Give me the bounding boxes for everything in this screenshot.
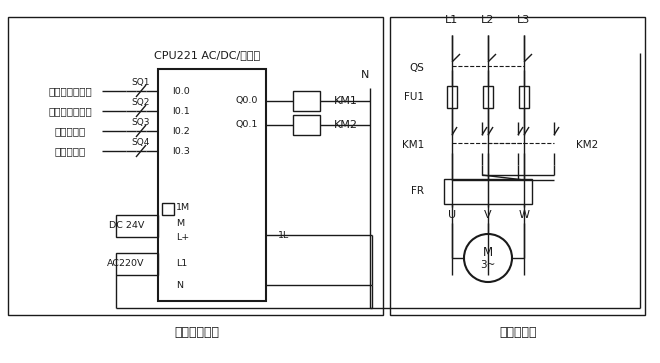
Text: KM1: KM1 (334, 96, 358, 106)
Bar (390, 17, 645, 315)
Text: N: N (176, 281, 183, 290)
Text: 出门传感器开关: 出门传感器开关 (48, 106, 92, 116)
Text: KM1: KM1 (402, 140, 424, 150)
Text: Q0.1: Q0.1 (236, 121, 258, 130)
Bar (162, 203, 174, 215)
Bar (116, 215, 158, 237)
Text: 上限位开关: 上限位开关 (54, 146, 86, 156)
Bar (447, 86, 457, 108)
Text: 控制电路部分: 控制电路部分 (174, 326, 220, 339)
Text: L3: L3 (517, 15, 531, 25)
Text: AC220V: AC220V (106, 258, 144, 268)
Text: V: V (484, 210, 492, 220)
Text: KM2: KM2 (334, 120, 358, 130)
Text: QS: QS (409, 63, 424, 73)
Bar (158, 69, 266, 301)
Bar (519, 86, 529, 108)
Text: I0.1: I0.1 (172, 106, 190, 115)
Text: M: M (176, 219, 184, 228)
Text: Q0.0: Q0.0 (236, 97, 258, 106)
Text: N: N (361, 70, 369, 80)
Text: I0.2: I0.2 (172, 126, 190, 135)
Text: U: U (448, 210, 456, 220)
Text: SQ1: SQ1 (132, 77, 150, 86)
Text: FU1: FU1 (404, 92, 424, 102)
Text: 3~: 3~ (480, 260, 496, 270)
Text: SQ2: SQ2 (132, 98, 150, 106)
Text: KM2: KM2 (576, 140, 598, 150)
Text: I0.3: I0.3 (172, 147, 190, 155)
Text: SQ3: SQ3 (132, 118, 150, 126)
Text: 下限位开关: 下限位开关 (54, 126, 86, 136)
Text: L1: L1 (446, 15, 459, 25)
Bar (116, 253, 158, 275)
Text: 1M: 1M (176, 204, 190, 212)
Bar (444, 179, 532, 204)
Text: L1: L1 (176, 258, 187, 268)
Text: 入门传感器开关: 入门传感器开关 (48, 86, 92, 96)
Bar (483, 86, 493, 108)
Bar (293, 91, 320, 111)
Text: CPU221 AC/DC/继电器: CPU221 AC/DC/继电器 (154, 50, 260, 60)
Text: FR: FR (411, 186, 424, 196)
Text: L2: L2 (481, 15, 495, 25)
Text: W: W (519, 210, 529, 220)
Text: 1L: 1L (279, 231, 290, 240)
Text: DC 24V: DC 24V (109, 220, 144, 229)
Text: SQ4: SQ4 (132, 138, 150, 147)
Text: L+: L+ (176, 233, 189, 242)
Text: M: M (483, 246, 493, 260)
Bar (8, 17, 383, 315)
Text: I0.0: I0.0 (172, 86, 190, 95)
Bar (293, 115, 320, 135)
Text: 主电路部分: 主电路部分 (499, 326, 537, 339)
